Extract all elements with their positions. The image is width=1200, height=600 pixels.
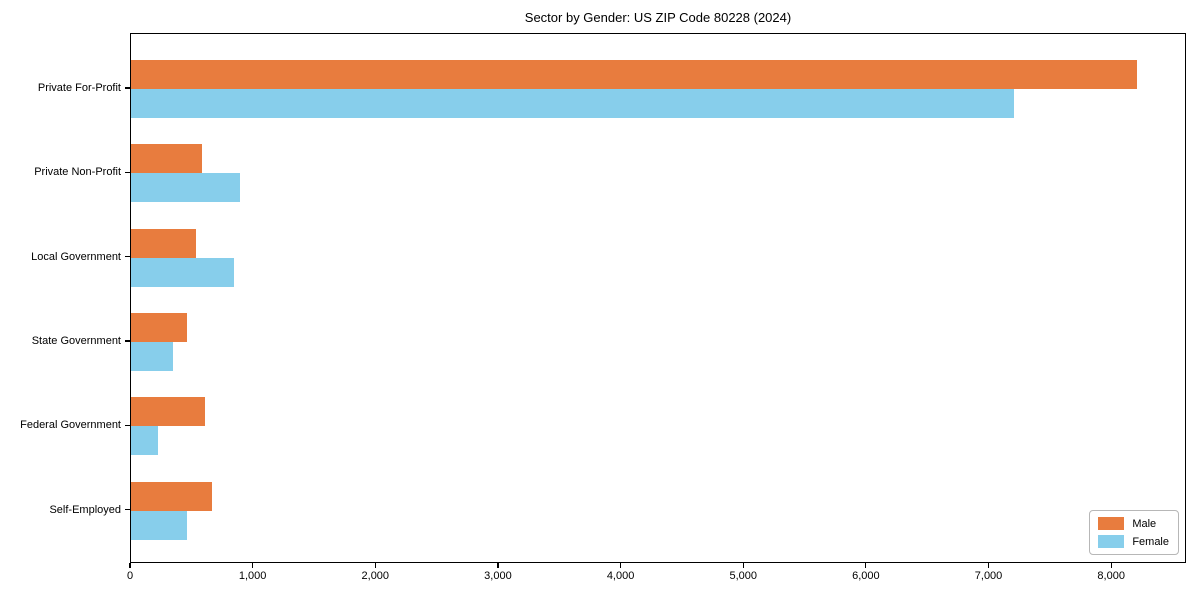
x-axis-tick-label: 2,000	[361, 570, 390, 582]
y-axis-tick	[125, 87, 130, 89]
y-axis-tick	[125, 509, 130, 511]
legend-swatch-male	[1098, 517, 1125, 530]
bar-female-5	[131, 426, 158, 456]
chart-title: Sector by Gender: US ZIP Code 80228 (202…	[524, 10, 792, 25]
x-axis-tick	[1110, 563, 1112, 568]
x-axis-tick	[129, 563, 131, 568]
x-axis-tick-label: 1,000	[238, 570, 267, 582]
x-axis-tick-label: 4,000	[606, 570, 635, 582]
x-axis-tick-label: 5,000	[729, 570, 757, 582]
bar-female-2	[131, 173, 241, 203]
y-axis-label: Self-Employed	[49, 503, 121, 516]
y-axis-label: Private Non-Profit	[34, 166, 121, 179]
x-axis-tick	[497, 563, 499, 568]
x-axis-tick-label: 7,000	[974, 570, 1003, 582]
x-axis-tick-label: 6,000	[852, 570, 880, 582]
legend-swatch-female	[1098, 535, 1125, 548]
x-axis-tick	[865, 563, 867, 568]
legend-item-female: Female	[1098, 535, 1169, 548]
y-axis-tick	[125, 171, 130, 173]
bar-female-4	[131, 341, 173, 371]
bar-female-3	[131, 257, 235, 287]
legend: Male Female	[1089, 510, 1179, 555]
bar-female-1	[131, 89, 1015, 118]
bar-male-1	[131, 60, 1137, 89]
y-axis-label: Local Government	[31, 250, 121, 263]
bar-male-2	[131, 144, 203, 174]
y-axis-label: Private For-Profit	[37, 82, 121, 94]
x-axis-tick-label: 3,000	[484, 570, 512, 582]
x-axis-tick	[987, 563, 990, 568]
y-axis-tick	[125, 424, 130, 426]
bar-male-5	[131, 397, 205, 427]
legend-label: Male	[1132, 517, 1157, 530]
bar-female-6	[131, 510, 188, 540]
x-axis-tick	[742, 563, 744, 568]
y-axis-tick	[125, 340, 130, 342]
bar-male-3	[131, 228, 196, 258]
y-axis-label: Federal Government	[20, 419, 121, 432]
y-axis-label: State Government	[31, 334, 121, 347]
x-axis-tick-label: 8,000	[1097, 570, 1125, 582]
x-axis-tick	[374, 563, 376, 568]
legend-label: Female	[1132, 535, 1169, 548]
bar-male-6	[131, 481, 212, 511]
x-axis-tick	[619, 563, 622, 568]
x-axis-tick	[252, 563, 254, 568]
bar-male-4	[131, 312, 188, 342]
x-axis-tick-label: 0	[126, 570, 134, 582]
legend-item-male: Male	[1098, 517, 1169, 530]
y-axis-tick	[125, 256, 130, 258]
plot-area	[130, 33, 1186, 563]
